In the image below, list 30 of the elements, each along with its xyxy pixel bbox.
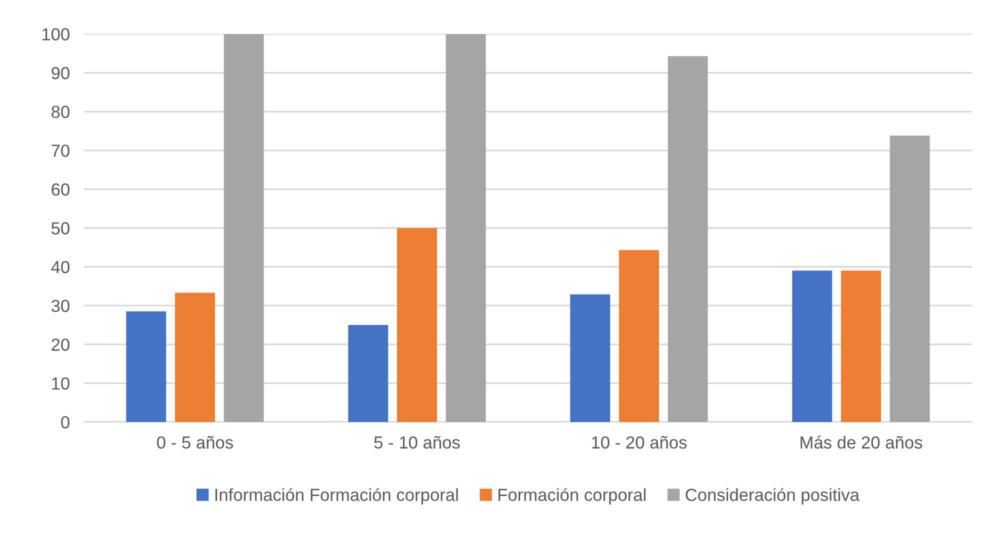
y-tick-label: 100 xyxy=(42,28,70,40)
bar xyxy=(792,270,832,422)
y-tick-label: 50 xyxy=(51,222,70,234)
x-tick-label: Más de 20 años xyxy=(800,436,922,449)
bar xyxy=(841,270,881,422)
y-tick-label: 30 xyxy=(51,300,70,312)
bar xyxy=(126,311,166,422)
y-tick-label: 60 xyxy=(52,183,70,196)
y-tick-label: 70 xyxy=(52,144,70,157)
bar xyxy=(619,250,659,422)
legend-label: Información Formación corporal xyxy=(215,488,458,504)
bar xyxy=(570,294,610,422)
y-tick-label: 40 xyxy=(51,260,70,274)
legend-label: Consideración positiva xyxy=(686,488,860,504)
y-tick-label: 90 xyxy=(52,66,70,80)
y-tick-label: 20 xyxy=(52,338,70,351)
bar xyxy=(175,292,215,422)
bar xyxy=(890,136,930,422)
y-tick-label: 0 xyxy=(61,416,70,428)
legend-label: Formación corporal xyxy=(498,488,646,504)
x-tick-label: 10 - 20 años xyxy=(592,436,687,449)
bar xyxy=(348,325,388,422)
y-tick-label: 80 xyxy=(52,106,70,118)
y-tick-label: 10 xyxy=(52,377,70,390)
bar xyxy=(446,34,486,422)
x-tick-label: 5 - 10 años xyxy=(374,436,460,449)
bar xyxy=(224,34,264,422)
bar xyxy=(668,56,708,422)
bar xyxy=(397,228,437,422)
x-tick-label: 0 - 5 años xyxy=(157,436,233,449)
